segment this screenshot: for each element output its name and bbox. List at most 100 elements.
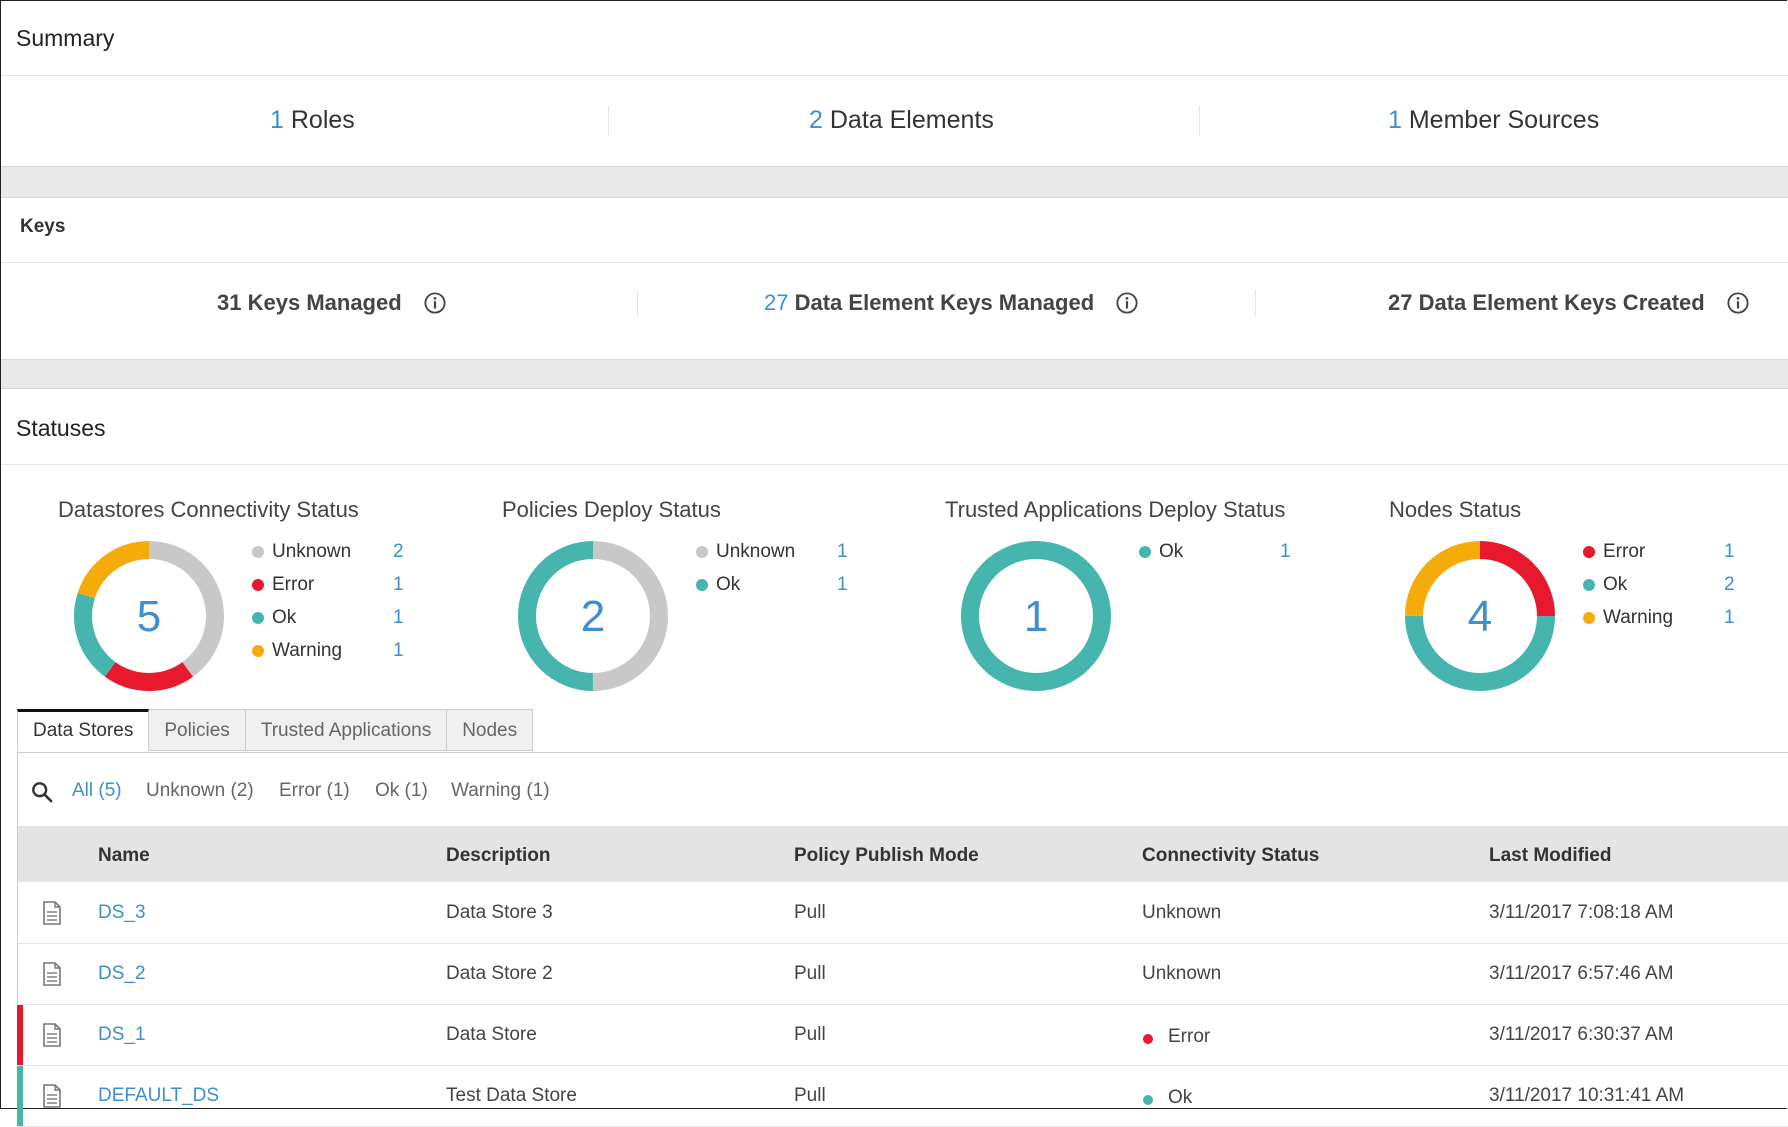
row-name-link[interactable]: DS_3 xyxy=(98,902,146,923)
widget-title: Policies Deploy Status xyxy=(502,497,721,522)
de-keys-managed-metric: 27 Data Element Keys Managed xyxy=(764,290,1138,316)
keys-title: Keys xyxy=(20,216,66,237)
status-dot-icon xyxy=(696,546,708,558)
legend-value[interactable]: 1 xyxy=(393,574,404,595)
donut-segment[interactable] xyxy=(961,541,1111,691)
legend-item-error: Error xyxy=(1583,541,1645,563)
filter-error[interactable]: Error (1) xyxy=(279,780,350,801)
donut-segment[interactable] xyxy=(1405,541,1555,691)
row-status-bar xyxy=(17,1005,23,1065)
legend-value[interactable]: 1 xyxy=(393,607,404,628)
de-keys-managed-label: Data Element Keys Managed xyxy=(794,290,1095,315)
document-icon xyxy=(43,1023,61,1047)
status-dot-icon xyxy=(252,645,264,657)
donut-segment[interactable] xyxy=(74,541,224,691)
column-header-last-modified[interactable]: Last Modified xyxy=(1489,845,1612,866)
column-header-connectivity-status[interactable]: Connectivity Status xyxy=(1142,845,1320,866)
legend-item-error: Error xyxy=(252,574,314,596)
status-donut-chart[interactable]: 1 xyxy=(959,539,1113,693)
tab-data-stores[interactable]: Data Stores xyxy=(17,709,150,751)
panel-border xyxy=(17,752,18,1109)
legend-value[interactable]: 1 xyxy=(1724,541,1735,562)
donut-total: 4 xyxy=(1468,592,1492,641)
data-elements-metric[interactable]: 2 Data Elements xyxy=(809,106,994,135)
donut-segment[interactable] xyxy=(74,541,224,691)
legend-item-ok: Ok xyxy=(696,574,740,596)
status-dot-icon xyxy=(1583,546,1595,558)
legend-value[interactable]: 1 xyxy=(1724,607,1735,628)
status-dot-icon xyxy=(1143,1034,1153,1044)
de-keys-managed-count: 27 xyxy=(764,290,789,315)
legend-label: Ok xyxy=(1159,541,1184,562)
member-sources-metric[interactable]: 1 Member Sources xyxy=(1388,106,1599,135)
legend-item-ok: Ok xyxy=(1139,541,1183,563)
row-connectivity-status: Unknown xyxy=(1142,963,1222,984)
roles-metric[interactable]: 1 Roles xyxy=(270,106,355,135)
status-dot-icon xyxy=(1583,579,1595,591)
column-header-policy-publish-mode[interactable]: Policy Publish Mode xyxy=(794,845,979,866)
section-gap xyxy=(1,166,1788,198)
donut-segment[interactable] xyxy=(518,541,668,691)
row-name-link[interactable]: DS_1 xyxy=(98,1024,146,1045)
filter-all[interactable]: All (5) xyxy=(72,780,122,801)
legend-value[interactable]: 2 xyxy=(393,541,404,562)
legend-label: Ok xyxy=(716,574,741,595)
keys-managed-count: 31 xyxy=(217,290,242,315)
donut-segment[interactable] xyxy=(1405,541,1555,691)
legend-value[interactable]: 2 xyxy=(1724,574,1735,595)
row-name-link[interactable]: DS_2 xyxy=(98,963,146,984)
status-dot-icon xyxy=(252,612,264,624)
table-row[interactable] xyxy=(18,883,1788,944)
status-donut-chart[interactable]: 5 xyxy=(72,539,226,693)
column-header-description[interactable]: Description xyxy=(446,845,551,866)
status-dot-icon xyxy=(252,579,264,591)
donut-total: 2 xyxy=(581,592,605,641)
row-last-modified: 3/11/2017 6:30:37 AM xyxy=(1489,1024,1674,1045)
row-policy-publish-mode: Pull xyxy=(794,902,826,923)
de-keys-created-label: Data Element Keys Created xyxy=(1418,290,1705,315)
row-name-link[interactable]: DEFAULT_DS xyxy=(98,1085,220,1106)
status-dot-icon xyxy=(1139,546,1151,558)
legend-item-ok: Ok xyxy=(252,607,296,629)
legend-value[interactable]: 1 xyxy=(1280,541,1291,562)
roles-label: Roles xyxy=(290,106,355,134)
info-icon[interactable] xyxy=(424,292,446,314)
row-description: Data Store 2 xyxy=(446,963,553,984)
table-row[interactable] xyxy=(18,1005,1788,1066)
row-last-modified: 3/11/2017 10:31:41 AM xyxy=(1489,1085,1685,1106)
status-donut-chart[interactable]: 2 xyxy=(516,539,670,693)
legend-label: Unknown xyxy=(272,541,352,562)
info-icon[interactable] xyxy=(1116,292,1138,314)
row-last-modified: 3/11/2017 6:57:46 AM xyxy=(1489,963,1674,984)
roles-count: 1 xyxy=(270,106,284,134)
legend-value[interactable]: 1 xyxy=(837,574,848,595)
status-donut-chart[interactable]: 4 xyxy=(1403,539,1557,693)
section-gap xyxy=(1,359,1788,389)
row-status-bar xyxy=(17,1066,23,1126)
tab-trusted-applications[interactable]: Trusted Applications xyxy=(245,709,448,751)
row-connectivity-status: Unknown xyxy=(1142,902,1222,923)
legend-value[interactable]: 1 xyxy=(837,541,848,562)
info-icon[interactable] xyxy=(1727,292,1749,314)
member-sources-label: Member Sources xyxy=(1408,106,1600,134)
legend-item-unknown: Unknown xyxy=(696,541,795,563)
divider xyxy=(1199,106,1200,136)
filter-ok[interactable]: Ok (1) xyxy=(375,780,428,801)
legend-label: Ok xyxy=(272,607,297,628)
filter-warning[interactable]: Warning (1) xyxy=(451,780,550,801)
statuses-title: Statuses xyxy=(16,415,106,441)
column-header-name[interactable]: Name xyxy=(98,845,150,866)
table-header xyxy=(18,826,1788,882)
legend-label: Unknown xyxy=(716,541,796,562)
donut-segment[interactable] xyxy=(74,541,224,691)
legend-label: Warning xyxy=(1603,607,1674,628)
status-dot-icon xyxy=(1583,612,1595,624)
member-sources-count: 1 xyxy=(1388,106,1402,134)
filter-unknown[interactable]: Unknown (2) xyxy=(146,780,254,801)
tab-nodes[interactable]: Nodes xyxy=(447,709,534,751)
table-row[interactable] xyxy=(18,944,1788,1005)
legend-value[interactable]: 1 xyxy=(393,640,404,661)
row-policy-publish-mode: Pull xyxy=(794,963,826,984)
search-icon[interactable] xyxy=(31,781,53,803)
tab-policies[interactable]: Policies xyxy=(149,709,246,751)
